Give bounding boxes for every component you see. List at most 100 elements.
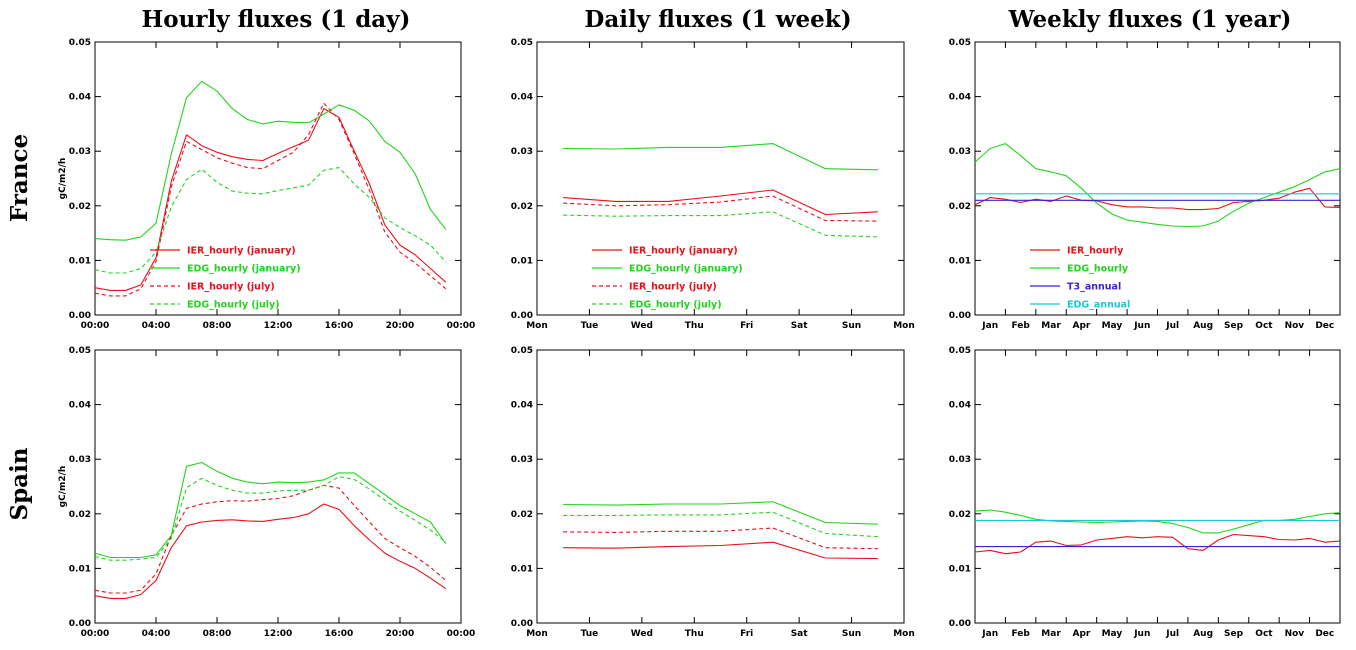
column-title-hourly: Hourly fluxes (1 day) xyxy=(142,6,411,33)
x-tick-label: May xyxy=(1102,629,1123,639)
y-tick-label: 0.01 xyxy=(69,256,91,266)
series-line-red xyxy=(94,503,447,599)
y-tick-label: 0.02 xyxy=(949,202,971,212)
y-tick-label: 0.02 xyxy=(69,202,91,212)
x-tick-label: 16:00 xyxy=(325,629,354,639)
series-line-green-dashed xyxy=(563,211,878,238)
y-tick-label: 0.05 xyxy=(69,38,91,48)
y-axis-label: gC/m2/h xyxy=(58,158,68,200)
series-line-red xyxy=(94,108,447,291)
x-tick-label: Jun xyxy=(1133,629,1150,639)
legend-label: T3_annual xyxy=(1067,282,1121,293)
series-line-green xyxy=(974,509,1341,534)
x-tick-label: Oct xyxy=(1255,629,1273,639)
legend-label: EDG_hourly (july) xyxy=(629,300,722,311)
y-tick-label: 0.04 xyxy=(949,401,971,411)
x-tick-label: Sat xyxy=(791,629,809,639)
x-tick-label: Dec xyxy=(1315,629,1334,639)
x-tick-label: 04:00 xyxy=(142,629,171,639)
series-line-red xyxy=(563,541,878,560)
series-line-red-dashed xyxy=(94,484,447,594)
x-tick-label: May xyxy=(1102,321,1123,331)
x-tick-label: Jan xyxy=(981,629,998,639)
x-tick-label: 20:00 xyxy=(386,629,415,639)
x-tick-label: Aug xyxy=(1193,321,1213,331)
y-tick-label: 0.04 xyxy=(69,401,91,411)
x-tick-label: 20:00 xyxy=(386,321,415,331)
y-axis-label: gC/m2/h xyxy=(58,466,68,508)
x-tick-label: Wed xyxy=(631,321,653,331)
x-tick-label: Mon xyxy=(526,321,548,331)
series-line-green xyxy=(563,143,878,171)
x-tick-label: Thu xyxy=(685,321,704,331)
legend-label: EDG_hourly xyxy=(1067,264,1129,275)
y-tick-label: 0.05 xyxy=(949,346,971,356)
y-tick-label: 0.04 xyxy=(511,93,533,103)
plot-frame xyxy=(974,41,1341,316)
x-tick-label: Mar xyxy=(1041,629,1061,639)
y-tick-label: 0.00 xyxy=(949,311,971,321)
series-line-red-dashed xyxy=(94,102,447,297)
series-line-green-dashed xyxy=(94,167,447,274)
y-tick-label: 0.03 xyxy=(69,455,91,465)
legend-label: EDG_hourly (january) xyxy=(629,264,743,275)
panel-france-2: 0.00 0.01 0.02 0.03 0.04 0.05 Jan Feb Mar Apr May J… xyxy=(949,38,1341,331)
x-tick-label: Aug xyxy=(1193,629,1213,639)
y-tick-label: 0.01 xyxy=(949,564,971,574)
panel-spain-1: 0.00 0.01 0.02 0.03 0.04 0.05 Mon Tue Wed Thu Fri S… xyxy=(511,346,915,639)
y-tick-label: 0.00 xyxy=(69,619,91,629)
y-tick-label: 0.00 xyxy=(69,311,91,321)
column-title-daily: Daily fluxes (1 week) xyxy=(584,6,851,33)
series-line-red-dashed xyxy=(563,527,878,550)
x-tick-label: Wed xyxy=(631,629,653,639)
y-tick-label: 0.03 xyxy=(949,147,971,157)
plot-frame xyxy=(536,349,905,624)
y-tick-label: 0.02 xyxy=(511,510,533,520)
row-title-france: France xyxy=(6,134,33,222)
legend-label: IER_hourly (january) xyxy=(629,246,738,257)
x-tick-label: Feb xyxy=(1011,321,1030,331)
x-tick-label: Jan xyxy=(981,321,998,331)
x-tick-label: Fri xyxy=(740,321,753,331)
x-tick-label: Apr xyxy=(1073,629,1091,639)
series-line-red xyxy=(563,189,878,216)
x-tick-label: Apr xyxy=(1073,321,1091,331)
series-line-red xyxy=(974,187,1341,211)
x-tick-label: Tue xyxy=(581,629,599,639)
x-tick-label: Jul xyxy=(1165,321,1179,331)
x-tick-label: 00:00 xyxy=(447,629,476,639)
x-tick-label: Sep xyxy=(1224,321,1244,331)
x-tick-label: Sat xyxy=(791,321,809,331)
x-tick-label: Sun xyxy=(842,629,861,639)
x-tick-label: Jun xyxy=(1133,321,1150,331)
x-tick-label: 00:00 xyxy=(81,321,110,331)
x-tick-label: Nov xyxy=(1285,629,1305,639)
x-tick-label: Mar xyxy=(1041,321,1061,331)
x-tick-label: Dec xyxy=(1315,321,1334,331)
y-tick-label: 0.05 xyxy=(949,38,971,48)
x-tick-label: Tue xyxy=(581,321,599,331)
y-tick-label: 0.05 xyxy=(511,38,533,48)
y-tick-label: 0.01 xyxy=(949,256,971,266)
x-tick-label: Mon xyxy=(526,629,548,639)
x-tick-label: Oct xyxy=(1255,321,1273,331)
series-line-green xyxy=(974,143,1341,228)
x-tick-label: 00:00 xyxy=(447,321,476,331)
row-title-spain: Spain xyxy=(6,447,33,520)
y-tick-label: 0.01 xyxy=(69,564,91,574)
legend-label: EDG_hourly (january) xyxy=(187,264,301,275)
x-tick-label: 08:00 xyxy=(203,629,232,639)
x-tick-label: 00:00 xyxy=(81,629,110,639)
legend-label: IER_hourly (july) xyxy=(629,282,717,293)
y-tick-label: 0.02 xyxy=(949,510,971,520)
x-tick-label: 12:00 xyxy=(264,629,293,639)
panel-france-1: 0.00 0.01 0.02 0.03 0.04 0.05 Mon Tue Wed Thu Fri S… xyxy=(511,38,915,331)
y-tick-label: 0.00 xyxy=(511,311,533,321)
y-tick-label: 0.03 xyxy=(511,455,533,465)
y-tick-label: 0.05 xyxy=(511,346,533,356)
panel-spain-0: 0.00 0.01 0.02 0.03 0.04 0.05 00:00 04:00 08:00 1… xyxy=(58,346,475,639)
legend-label: IER_hourly (january) xyxy=(187,246,296,257)
y-tick-label: 0.04 xyxy=(69,93,91,103)
series-line-green xyxy=(563,501,878,525)
